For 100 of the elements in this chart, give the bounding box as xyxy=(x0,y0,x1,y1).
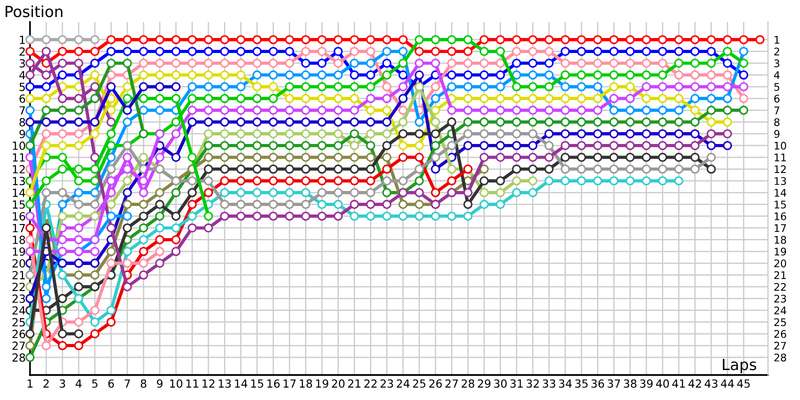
y-tick-label: 1 xyxy=(20,36,25,44)
y2-tick-label: 2 xyxy=(774,48,780,56)
y-tick-label: 13 xyxy=(12,176,25,186)
y-tick-label: 25 xyxy=(12,318,25,326)
y-tick-label: 10 xyxy=(12,142,26,150)
x-tick-label: 26 xyxy=(429,379,442,388)
x-tick-label: 37 xyxy=(608,379,620,388)
y-tick-label: 17 xyxy=(12,224,25,232)
y-tick-label: 18 xyxy=(12,236,26,244)
x-tick-label: 32 xyxy=(526,379,539,388)
x-tick-label: 29 xyxy=(478,379,490,388)
x-tick-label: 15 xyxy=(251,380,264,388)
x-tick-label: 30 xyxy=(494,379,507,388)
x-tick-label: 23 xyxy=(380,379,394,388)
x-tick-label: 4 xyxy=(76,380,82,388)
y2-tick-label: 24 xyxy=(774,306,786,314)
y2-tick-label: 16 xyxy=(774,212,786,220)
y2-tick-label: 14 xyxy=(774,188,786,197)
y-tick-label: 7 xyxy=(20,106,25,114)
x-tick-label: 14 xyxy=(235,380,248,388)
y-tick-label: 23 xyxy=(12,294,25,303)
x-tick-label: 27 xyxy=(445,379,458,388)
x-tick-label: 12 xyxy=(202,379,214,388)
y-tick-label: 26 xyxy=(12,330,26,338)
y2-tick-label: 7 xyxy=(774,106,780,114)
y-tick-label: 8 xyxy=(20,118,26,126)
x-axis-title: Laps xyxy=(722,358,756,374)
x-tick-label: 22 xyxy=(364,379,377,388)
y2-tick-label: 6 xyxy=(774,94,780,103)
x-tick-label: 41 xyxy=(672,380,685,388)
x-tick-label: 13 xyxy=(218,379,231,388)
y2-tick-label: 9 xyxy=(774,130,780,138)
x-tick-label: 31 xyxy=(510,379,523,388)
y2-tick-label: 5 xyxy=(774,83,780,91)
x-tick-label: 24 xyxy=(396,379,410,388)
x-tick-label: 34 xyxy=(559,379,572,388)
y-tick-label: 27 xyxy=(12,342,25,350)
y-tick-label: 2 xyxy=(20,47,25,56)
y2-tick-label: 8 xyxy=(774,118,780,126)
y-tick-label: 11 xyxy=(12,153,25,162)
y2-tick-label: 12 xyxy=(774,165,786,174)
x-tick-label: 1 xyxy=(28,380,33,388)
y-tick-label: 19 xyxy=(12,247,26,256)
x-tick-label: 35 xyxy=(575,379,588,388)
x-tick-label: 21 xyxy=(348,379,360,388)
x-tick-label: 18 xyxy=(300,379,312,388)
x-tick-label: 5 xyxy=(92,380,98,388)
x-tick-label: 25 xyxy=(413,379,426,388)
x-tick-label: 38 xyxy=(624,379,636,388)
x-tick-label: 20 xyxy=(332,379,345,388)
y2-tick-label: 21 xyxy=(774,271,786,279)
y2-tick-label: 11 xyxy=(774,154,786,162)
x-tick-label: 44 xyxy=(720,380,734,388)
y-tick-label: 14 xyxy=(12,188,26,197)
y2-tick-label: 4 xyxy=(774,71,780,79)
y-tick-label: 22 xyxy=(12,282,25,291)
y2-tick-label: 17 xyxy=(774,224,786,232)
y-tick-label: 3 xyxy=(20,59,25,68)
x-tick-label: 42 xyxy=(688,379,701,388)
x-tick-label: 6 xyxy=(108,379,114,388)
y-tick-label: 20 xyxy=(12,259,26,268)
y2-tick-label: 28 xyxy=(774,354,786,362)
y2-tick-label: 27 xyxy=(774,342,786,350)
x-tick-label: 8 xyxy=(140,379,146,388)
x-tick-label: 45 xyxy=(737,380,750,388)
y-axis-title: Position xyxy=(6,5,62,18)
y2-tick-label: 25 xyxy=(774,318,786,326)
x-tick-label: 7 xyxy=(124,380,130,388)
y2-tick-label: 26 xyxy=(774,330,786,338)
y2-tick-label: 23 xyxy=(774,294,786,303)
y2-tick-label: 13 xyxy=(774,177,786,185)
y-tick-label: 15 xyxy=(12,200,25,209)
y-tick-label: 9 xyxy=(19,130,26,138)
x-tick-label: 10 xyxy=(170,379,182,388)
x-tick-label: 3 xyxy=(60,379,66,388)
y-tick-label: 16 xyxy=(12,212,26,221)
x-tick-label: 28 xyxy=(462,379,474,388)
y-tick-label: 6 xyxy=(20,94,26,103)
x-tick-label: 36 xyxy=(591,379,604,388)
y2-tick-label: 3 xyxy=(774,59,780,68)
y-tick-label: 4 xyxy=(19,71,26,80)
y2-tick-label: 1 xyxy=(774,36,780,44)
y2-tick-label: 10 xyxy=(774,142,786,150)
y2-tick-label: 20 xyxy=(774,259,786,268)
y2-tick-label: 15 xyxy=(774,200,786,208)
x-tick-label: 17 xyxy=(284,380,296,388)
x-tick-label: 19 xyxy=(316,379,328,388)
x-tick-label: 16 xyxy=(267,379,280,388)
x-tick-label: 40 xyxy=(656,379,669,388)
x-tick-label: 9 xyxy=(156,379,163,388)
y-tick-label: 5 xyxy=(20,82,25,92)
y-tick-label: 24 xyxy=(12,306,26,315)
x-tick-label: 39 xyxy=(640,379,653,388)
x-tick-label: 43 xyxy=(704,379,718,388)
x-tick-label: 11 xyxy=(186,380,198,388)
y2-tick-label: 19 xyxy=(774,248,786,256)
y-tick-label: 28 xyxy=(12,353,26,362)
y-tick-label: 12 xyxy=(12,165,25,174)
y2-tick-label: 22 xyxy=(774,282,786,291)
y2-tick-label: 18 xyxy=(774,236,786,244)
